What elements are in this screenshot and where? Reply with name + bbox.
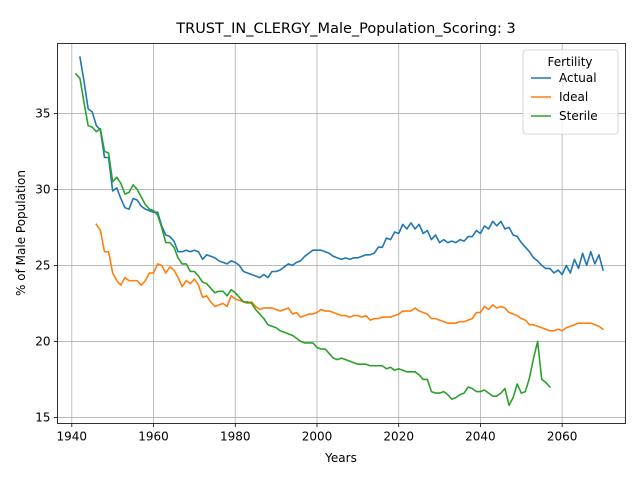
legend-label-actual: Actual [559,71,597,85]
series-line-actual [79,56,605,279]
legend-label-ideal: Ideal [559,90,588,104]
y-axis-label: % of Male Population [14,170,28,296]
x-axis-label: Years [324,451,357,465]
y-tick-label: 25 [35,259,50,273]
legend-box [522,49,619,135]
legend-label-sterile: Sterile [559,109,598,123]
y-tick-label: 35 [35,107,50,121]
legend-title: Fertility [547,55,592,69]
x-tick-label: 1960 [138,430,169,444]
plot-series [74,56,605,407]
y-tick-label: 30 [35,183,50,197]
series-line-sterile [74,72,552,407]
x-tick-label: 1940 [57,430,88,444]
x-tick-label: 2040 [465,430,496,444]
x-tick-label: 1980 [220,430,251,444]
grid [57,43,626,424]
series-line-ideal [95,223,605,332]
legend: Fertility Actual Ideal Sterile [522,49,619,135]
x-tick-label: 2000 [302,430,333,444]
x-tick-label: 2060 [547,430,578,444]
chart-title: TRUST_IN_CLERGY_Male_Population_Scoring:… [175,21,515,37]
y-tick-label: 15 [35,411,50,425]
x-tick-label: 2020 [383,430,414,444]
plot-area-frame [57,43,626,424]
y-tick-label: 20 [35,335,50,349]
axis-ticks: 1940 1960 1980 2000 2020 2040 2060 15 20 25 30 35 [35,107,577,444]
